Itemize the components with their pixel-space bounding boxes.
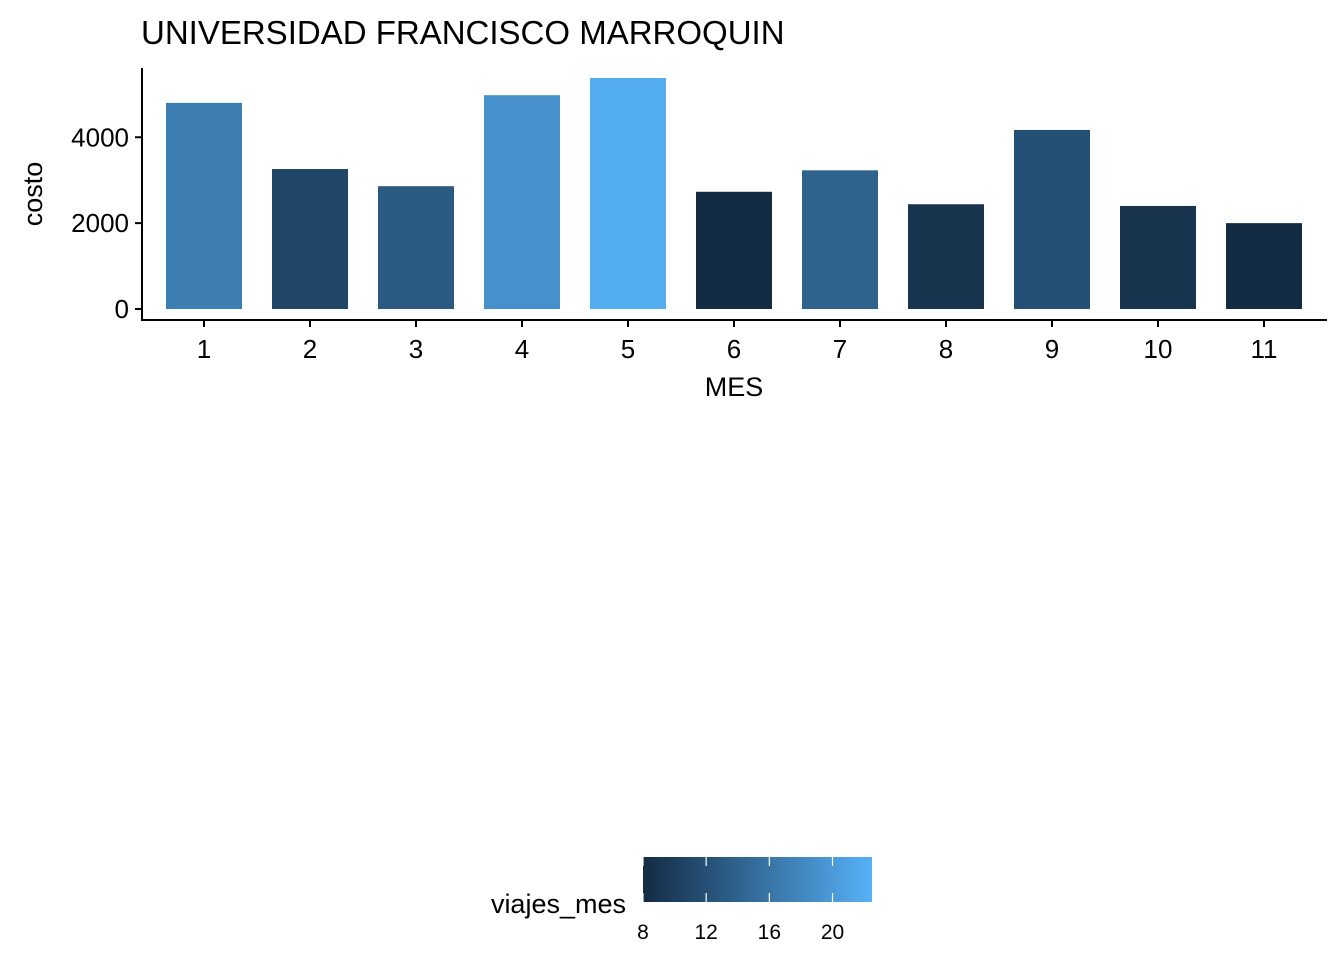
plot-area: 0 2000 4000 1 2 3 4 5 6 7 8 9 10 11 (71, 68, 1327, 364)
bar-9 (1014, 129, 1090, 309)
colorbar-tick-label: 8 (637, 921, 649, 944)
x-tick-label: 11 (1251, 334, 1278, 364)
colorbar-legend: viajes_mes 8 12 16 20 (491, 857, 872, 944)
y-axis-title: costo (18, 162, 48, 227)
y-tick-label: 0 (115, 294, 129, 324)
x-tick-label: 8 (939, 334, 953, 364)
colorbar-tick-label: 16 (758, 921, 781, 944)
x-tick-label: 3 (409, 334, 423, 364)
bar-6 (696, 191, 772, 309)
bar-4 (484, 95, 560, 310)
bar-5 (590, 78, 666, 309)
bars (166, 78, 1302, 310)
colorbar-tick-label: 20 (821, 921, 844, 944)
legend-title: viajes_mes (491, 889, 626, 919)
x-tick-label: 2 (303, 334, 317, 364)
colorbar-tick-label: 12 (694, 921, 717, 944)
x-axis-ticks: 1 2 3 4 5 6 7 8 9 10 11 (197, 320, 1278, 364)
x-tick-label: 9 (1045, 334, 1059, 364)
y-axis-ticks: 0 2000 4000 (71, 122, 142, 324)
y-tick-label: 4000 (71, 122, 129, 152)
x-tick-label: 6 (727, 334, 741, 364)
x-tick-label: 1 (197, 334, 211, 364)
x-tick-label: 4 (515, 334, 529, 364)
colorbar (643, 857, 872, 902)
bar-2 (272, 169, 348, 309)
bar-11 (1226, 223, 1302, 309)
chart-title: UNIVERSIDAD FRANCISCO MARROQUIN (141, 14, 785, 51)
bar-8 (908, 204, 984, 309)
x-tick-label: 5 (621, 334, 635, 364)
x-tick-label: 7 (833, 334, 847, 364)
x-tick-label: 10 (1144, 334, 1173, 364)
colorbar-ticks: 8 12 16 20 (637, 857, 844, 944)
y-tick-label: 2000 (71, 208, 129, 238)
bar-7 (802, 170, 878, 309)
bar-3 (378, 186, 454, 309)
bar-10 (1120, 205, 1196, 309)
x-axis-title: MES (705, 372, 764, 402)
bar-1 (166, 102, 242, 309)
